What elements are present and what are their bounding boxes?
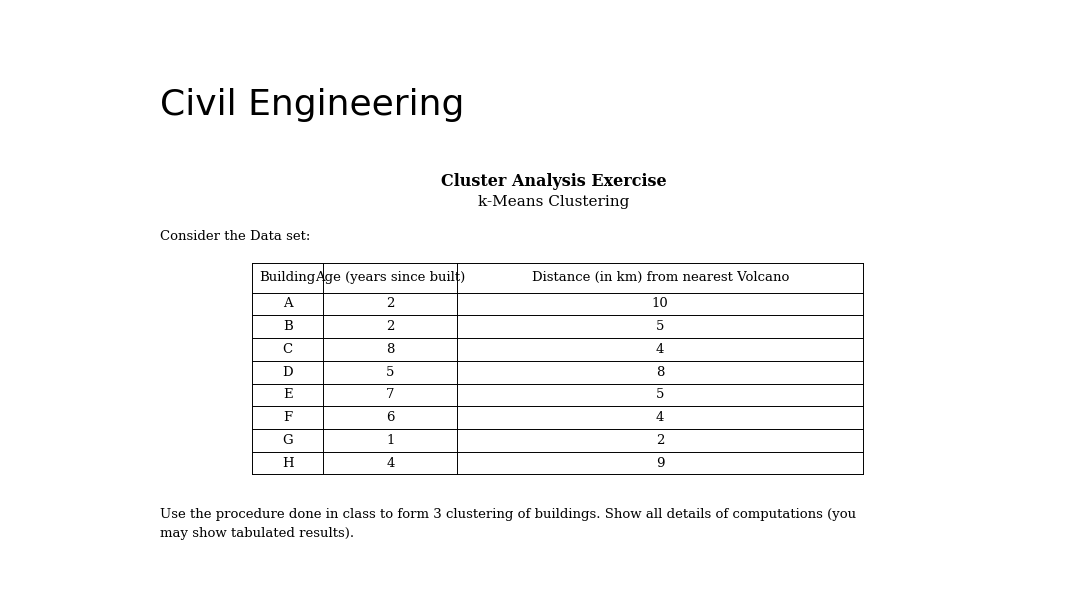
Text: 2: 2 bbox=[656, 434, 664, 447]
Text: Cluster Analysis Exercise: Cluster Analysis Exercise bbox=[441, 173, 666, 190]
Text: Age (years since built): Age (years since built) bbox=[315, 271, 465, 284]
Text: 2: 2 bbox=[386, 320, 394, 333]
Text: 5: 5 bbox=[656, 388, 664, 402]
Text: Consider the Data set:: Consider the Data set: bbox=[160, 230, 310, 243]
Text: 8: 8 bbox=[656, 366, 664, 379]
Text: k-Means Clustering: k-Means Clustering bbox=[477, 194, 630, 208]
Text: C: C bbox=[283, 343, 293, 356]
Text: 9: 9 bbox=[656, 456, 664, 470]
Text: 4: 4 bbox=[656, 411, 664, 424]
Text: 1: 1 bbox=[386, 434, 394, 447]
Text: 2: 2 bbox=[386, 298, 394, 311]
Text: Distance (in km) from nearest Volcano: Distance (in km) from nearest Volcano bbox=[531, 271, 788, 284]
Text: 8: 8 bbox=[386, 343, 394, 356]
Text: 7: 7 bbox=[386, 388, 394, 402]
Text: 6: 6 bbox=[386, 411, 394, 424]
Text: Building: Building bbox=[259, 271, 315, 284]
Text: 5: 5 bbox=[386, 366, 394, 379]
Text: 10: 10 bbox=[652, 298, 669, 311]
Text: F: F bbox=[283, 411, 293, 424]
Text: A: A bbox=[283, 298, 293, 311]
Text: Use the procedure done in class to form 3 clustering of buildings. Show all deta: Use the procedure done in class to form … bbox=[160, 507, 856, 539]
Text: D: D bbox=[283, 366, 293, 379]
Text: 5: 5 bbox=[656, 320, 664, 333]
Text: Civil Engineering: Civil Engineering bbox=[160, 88, 464, 122]
Text: H: H bbox=[282, 456, 294, 470]
Text: E: E bbox=[283, 388, 293, 402]
Text: B: B bbox=[283, 320, 293, 333]
Text: G: G bbox=[283, 434, 293, 447]
Text: 4: 4 bbox=[656, 343, 664, 356]
Text: 4: 4 bbox=[386, 456, 394, 470]
